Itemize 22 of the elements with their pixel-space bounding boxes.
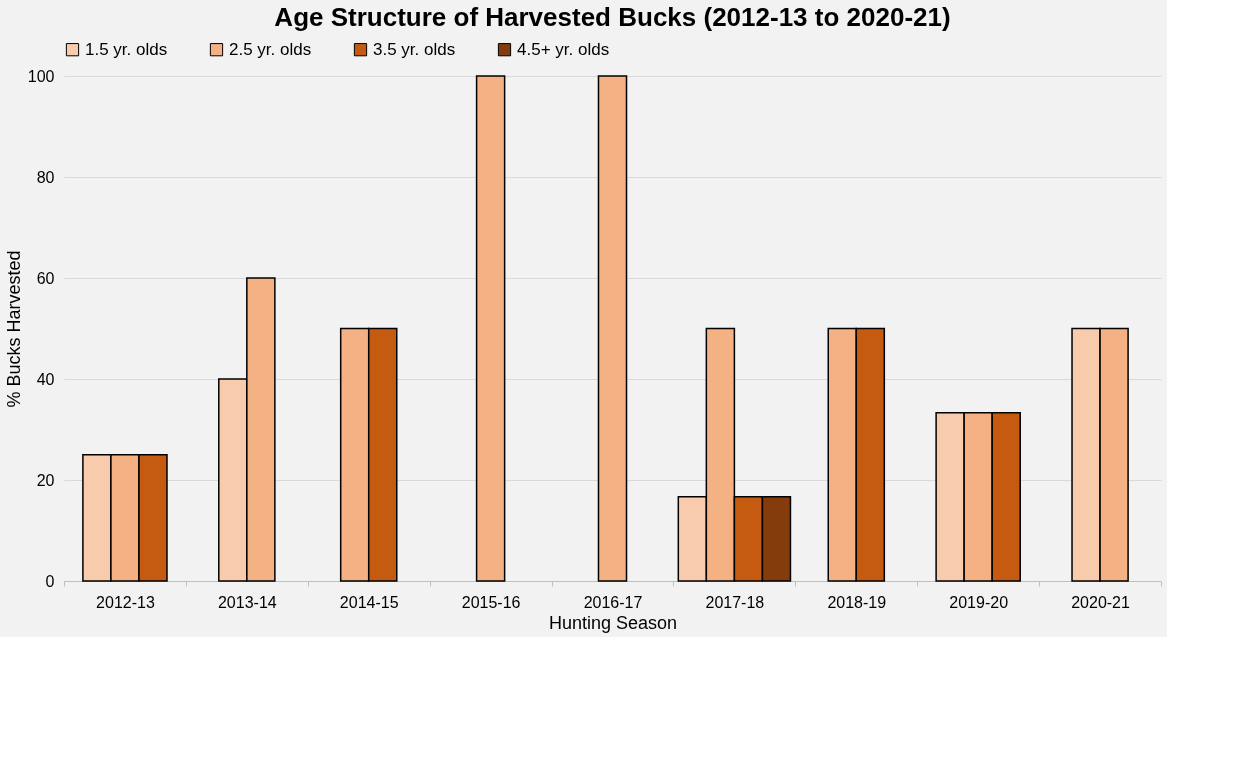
x-tick-label: 2019-20 bbox=[949, 593, 1009, 611]
x-tick-label: 2012-13 bbox=[96, 593, 155, 611]
y-tick-label: 40 bbox=[36, 370, 55, 388]
y-tick-label: 60 bbox=[36, 269, 55, 287]
x-tick-label: 2013-14 bbox=[217, 593, 277, 611]
x-tick-label: 2015-16 bbox=[461, 593, 521, 611]
y-tick-label: 0 bbox=[45, 572, 55, 590]
legend-label: 3.5 yr. olds bbox=[373, 39, 456, 59]
x-axis-title: Hunting Season bbox=[548, 612, 678, 633]
x-tick-label: 2017-18 bbox=[705, 593, 765, 611]
x-tick-label: 2014-15 bbox=[339, 593, 399, 611]
y-tick-label: 80 bbox=[36, 168, 55, 186]
legend-label: 2.5 yr. olds bbox=[229, 39, 312, 59]
y-tick-label: 100 bbox=[27, 67, 55, 85]
x-tick-label: 2016-17 bbox=[583, 593, 643, 611]
y-axis-title: % Bucks Harvested bbox=[3, 250, 24, 408]
x-tick-label: 2018-19 bbox=[827, 593, 887, 611]
y-tick-label: 20 bbox=[36, 471, 55, 489]
x-tick-label: 2020-21 bbox=[1071, 593, 1131, 611]
legend-label: 4.5+ yr. olds bbox=[517, 39, 610, 59]
chart-title: Age Structure of Harvested Bucks (2012-13 to 2020-21) bbox=[274, 2, 951, 32]
legend-label: 1.5 yr. olds bbox=[85, 39, 168, 59]
